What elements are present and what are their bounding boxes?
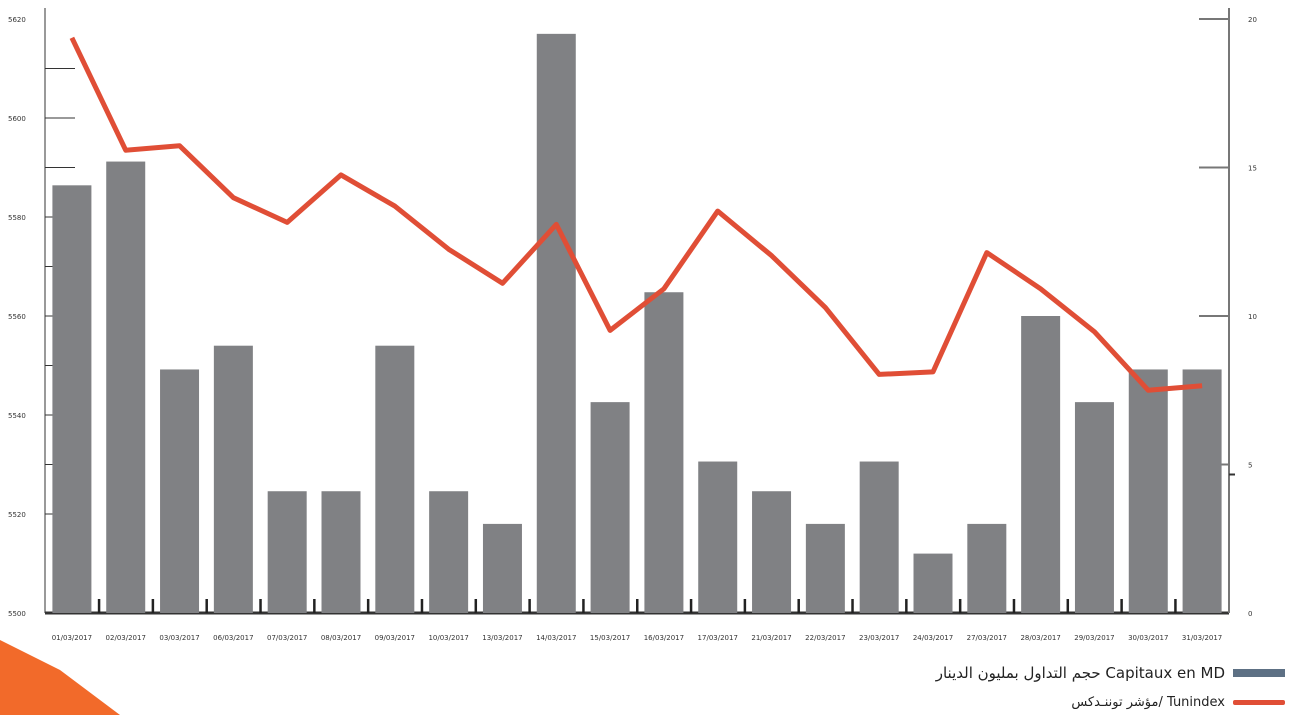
- bar: [429, 491, 469, 613]
- bar: [698, 461, 738, 613]
- bar: [752, 491, 792, 613]
- y-left-tick-label: 5520: [8, 511, 26, 519]
- bar: [644, 292, 684, 613]
- x-separator: [151, 599, 155, 613]
- x-separator: [743, 599, 747, 613]
- x-tick-label: 16/03/2017: [644, 634, 684, 642]
- x-separator: [1012, 599, 1016, 613]
- bar: [1182, 369, 1222, 613]
- x-separator: [797, 599, 800, 613]
- x-tick-label: 27/03/2017: [967, 634, 1007, 642]
- x-separator: [528, 599, 531, 613]
- bar: [536, 33, 576, 614]
- x-tick-label: 29/03/2017: [1074, 634, 1114, 642]
- legend-line-label: مؤشر توننـدكس/ Tunindex: [1071, 695, 1225, 710]
- bar: [375, 345, 415, 613]
- x-separator: [420, 599, 424, 613]
- y-right-tick-label: 20: [1248, 16, 1257, 24]
- x-separator: [366, 599, 370, 613]
- bar: [590, 402, 630, 613]
- x-tick-label: 07/03/2017: [267, 634, 307, 642]
- x-tick-label: 24/03/2017: [913, 634, 953, 642]
- tunindex-line: [69, 36, 1203, 393]
- y-right-tick-label: 5: [1248, 462, 1252, 470]
- y-left-tick-label: 5580: [8, 214, 26, 222]
- x-separator: [905, 599, 908, 613]
- legend-bars: حجم التداول بمليون الدينار Capitaux en M…: [936, 664, 1285, 682]
- y-left-tick-label: 5600: [8, 115, 26, 123]
- bar: [213, 345, 253, 613]
- bar: [913, 553, 953, 613]
- corner-decoration: [0, 640, 120, 715]
- x-separator: [582, 599, 585, 613]
- bar: [106, 161, 146, 613]
- x-tick-label: 23/03/2017: [859, 634, 899, 642]
- y-right-tick-label: 0: [1248, 610, 1252, 618]
- x-separator: [636, 599, 639, 613]
- y-left-tick-label: 5560: [8, 313, 26, 321]
- x-separator: [958, 599, 962, 613]
- x-tick-label: 03/03/2017: [159, 634, 199, 642]
- x-separator: [689, 599, 693, 613]
- x-tick-label: 08/03/2017: [321, 634, 361, 642]
- x-tick-label: 06/03/2017: [213, 634, 253, 642]
- legend-bars-label: حجم التداول بمليون الدينار Capitaux en M…: [935, 664, 1225, 682]
- y-right-tick-label: 15: [1248, 165, 1257, 173]
- y-right-tick-label: 10: [1248, 313, 1257, 321]
- x-tick-label: 01/03/2017: [52, 634, 92, 642]
- x-separator: [474, 599, 478, 613]
- bar: [1128, 369, 1168, 613]
- bar: [160, 369, 200, 613]
- y-left-tick-label: 5620: [8, 16, 26, 24]
- bar: [321, 491, 361, 613]
- y-left-tick-label: 5500: [8, 610, 26, 618]
- legend-bars-swatch: [1233, 669, 1285, 677]
- x-tick-label: 30/03/2017: [1128, 634, 1168, 642]
- x-tick-label: 28/03/2017: [1020, 634, 1060, 642]
- legend-line: مؤشر توننـدكس/ Tunindex: [1071, 695, 1285, 710]
- x-tick-label: 14/03/2017: [536, 634, 576, 642]
- bar: [967, 523, 1007, 613]
- bar: [482, 523, 522, 613]
- bar: [267, 491, 307, 613]
- bar: [1021, 316, 1061, 613]
- x-separator: [313, 599, 316, 613]
- x-tick-label: 17/03/2017: [698, 634, 738, 642]
- x-tick-label: 10/03/2017: [428, 634, 468, 642]
- x-tick-label: 15/03/2017: [590, 634, 630, 642]
- x-tick-label: 13/03/2017: [482, 634, 522, 642]
- x-tick-label: 09/03/2017: [375, 634, 415, 642]
- x-separator: [1174, 599, 1177, 613]
- y-left-tick-label: 5540: [8, 412, 26, 420]
- x-tick-label: 31/03/2017: [1182, 634, 1222, 642]
- x-separator: [205, 599, 208, 613]
- x-separator: [1120, 599, 1123, 613]
- legend-line-swatch: [1233, 700, 1285, 705]
- bar: [52, 185, 92, 613]
- x-tick-label: 02/03/2017: [106, 634, 146, 642]
- x-tick-label: 22/03/2017: [805, 634, 845, 642]
- bar: [805, 523, 845, 613]
- x-separator: [97, 599, 101, 613]
- x-tick-label: 21/03/2017: [751, 634, 791, 642]
- x-separator: [851, 599, 854, 613]
- bar: [1074, 402, 1114, 613]
- x-separator: [1066, 599, 1070, 613]
- bar: [859, 461, 899, 613]
- x-separator: [259, 599, 262, 613]
